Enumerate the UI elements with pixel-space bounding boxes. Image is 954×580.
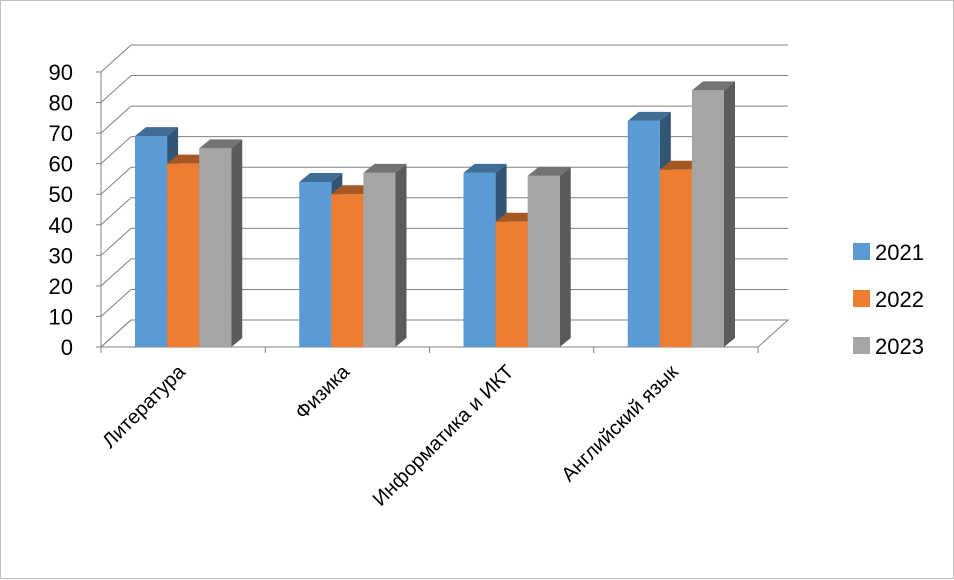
bar xyxy=(691,81,735,347)
bar-front xyxy=(167,163,200,347)
bar-front xyxy=(659,169,692,347)
bar-front xyxy=(691,90,724,347)
bar-front xyxy=(363,172,396,347)
bar-top xyxy=(299,173,343,182)
legend[interactable]: 2021 2022 2023 xyxy=(853,240,924,359)
bar-top xyxy=(199,139,243,149)
category-label: Физика xyxy=(291,360,355,424)
bar-front xyxy=(135,136,168,347)
bar-side xyxy=(724,81,735,347)
bar-front xyxy=(463,172,496,347)
bar xyxy=(363,163,407,347)
gridline-side xyxy=(100,319,132,348)
gridline-side xyxy=(100,258,132,287)
y-tick-label: 30 xyxy=(49,243,73,268)
bar-front xyxy=(627,120,660,347)
category-label: Английский язык xyxy=(558,361,683,486)
legend-label: 2023 xyxy=(875,334,924,359)
y-tick-label: 20 xyxy=(49,274,73,299)
y-tick-label: 80 xyxy=(49,91,73,116)
gridline-side xyxy=(100,136,132,165)
bar-top xyxy=(691,81,735,91)
bar-top xyxy=(527,166,571,176)
legend-swatch xyxy=(853,243,870,260)
gridline-side xyxy=(100,166,132,195)
bar-top xyxy=(463,163,507,173)
category-label: Литература xyxy=(98,360,190,452)
bar-top xyxy=(135,127,179,137)
y-tick-label: 0 xyxy=(61,335,73,360)
y-tick-label: 10 xyxy=(49,304,73,329)
gridline-side xyxy=(100,105,132,134)
bar-front xyxy=(199,148,232,347)
gridline-side xyxy=(100,289,132,317)
bar xyxy=(463,163,507,347)
bar-top xyxy=(363,163,407,173)
gridline-side xyxy=(100,227,132,256)
y-tick-label: 50 xyxy=(49,182,73,207)
bar xyxy=(495,212,539,347)
gridline-side xyxy=(100,75,132,103)
bar-top xyxy=(627,111,671,121)
bar xyxy=(199,139,243,347)
category-labels: Литература Физика Информатика и ИКТ Английс… xyxy=(98,360,683,510)
bar xyxy=(527,166,571,347)
bar-side xyxy=(395,163,407,347)
bar-side xyxy=(559,166,571,347)
y-tick-labels: 0 10 20 30 40 50 60 70 80 90 xyxy=(49,60,73,360)
bar-front xyxy=(527,175,560,347)
y-tick-label: 60 xyxy=(49,152,73,177)
bar-side xyxy=(231,139,243,347)
legend-swatch xyxy=(853,337,870,354)
y-tick-label: 40 xyxy=(49,213,73,238)
category-label: Информатика и ИКТ xyxy=(369,361,519,511)
legend-label: 2022 xyxy=(875,287,924,312)
bar-front xyxy=(299,182,332,347)
y-tick-label: 90 xyxy=(49,60,73,85)
gridline-side xyxy=(100,44,132,73)
legend-swatch xyxy=(853,290,870,307)
gridline-side xyxy=(100,197,132,226)
legend-label: 2021 xyxy=(875,240,924,265)
bars xyxy=(135,81,735,348)
y-tick-label: 70 xyxy=(49,121,73,146)
bar-front xyxy=(331,194,364,347)
bar-front xyxy=(495,221,528,347)
